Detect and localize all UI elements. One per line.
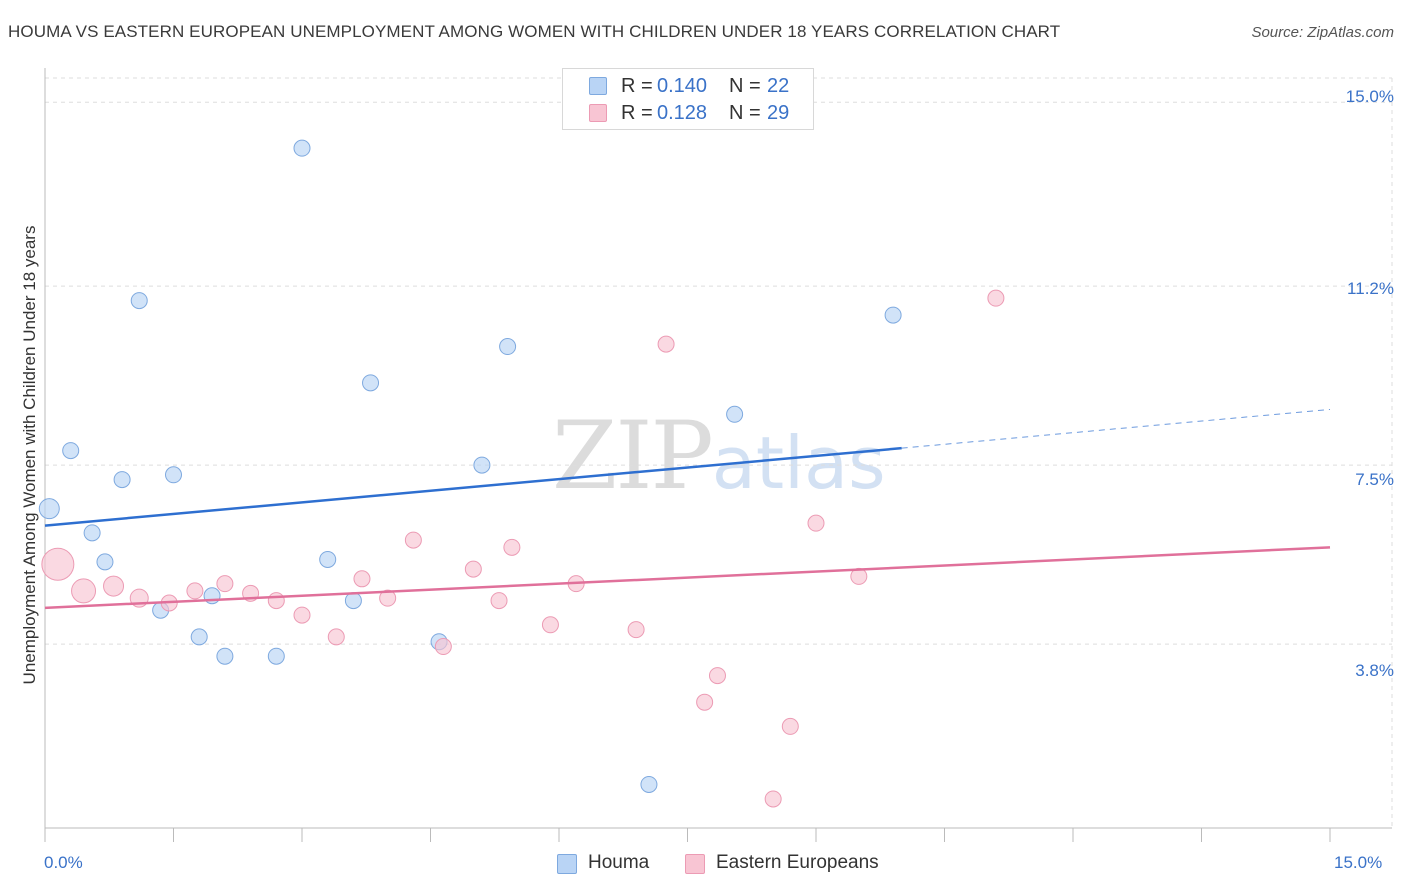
houma-trend-line-extension [901,408,1331,449]
houma-point [62,442,80,460]
eastern-europeans-point [327,628,345,646]
eastern-europeans-point [186,582,204,600]
legend-bottom: Houma Eastern Europeans [0,852,1406,876]
eastern-europeans-point [490,592,508,610]
houma-point [362,374,380,392]
eastern-europeans-point [627,621,645,639]
legend-label-houma: Houma [588,852,650,873]
eastern-europeans-point [434,638,452,656]
y-tick-label: 15.0% [1345,87,1394,106]
houma-point [216,647,234,665]
legend-n-label: N = [729,75,761,97]
houma-point [190,628,208,646]
legend-n-value: 29 [767,102,790,124]
y-tick-label: 7.5% [1355,470,1394,489]
eastern-europeans-point [987,289,1005,307]
eastern-europeans-point [41,547,75,581]
legend-swatch-houma [589,77,607,95]
legend-n-value: 22 [767,75,790,97]
eastern-europeans-point [353,570,371,588]
houma-point [499,338,517,356]
eastern-europeans-point [293,606,311,624]
houma-point [83,524,101,542]
houma-point [344,592,362,610]
x-tick-label: 15.0% [1334,853,1383,872]
eastern-europeans-point [781,717,799,735]
eastern-europeans-point [71,578,97,604]
eastern-europeans-point [708,667,726,685]
legend-r-label: R = [621,102,653,124]
eastern-europeans-point [379,589,397,607]
legend-r-label: R = [621,75,653,97]
houma-point [38,498,60,520]
eastern-europeans-point [267,592,285,610]
watermark-zip: ZIP [552,402,714,511]
source-label: Source: ZipAtlas.com [1251,24,1394,41]
houma-point [726,405,744,423]
legend-r-value: 0.140 [657,75,708,97]
y-tick-label: 11.2% [1347,279,1394,298]
y-axis-label: Unemployment Among Women with Children U… [20,225,39,685]
chart-title: HOUMA VS EASTERN EUROPEAN UNEMPLOYMENT A… [8,22,1061,41]
y-tick-label: 3.8% [1355,661,1394,680]
eastern-europeans-point [404,531,422,549]
houma-point [640,775,658,793]
houma-point [319,550,337,568]
eastern-europeans-point [541,616,559,634]
eastern-europeans-point [103,575,125,597]
eastern-europeans-point [807,514,825,532]
legend-swatch-eastern-europeans [589,104,607,122]
eastern-europeans-point [216,575,234,593]
legend-swatch-houma [557,854,577,874]
eastern-europeans-point [464,560,482,578]
houma-point [884,306,902,324]
watermark: ZIPatlas [552,402,886,511]
houma-point [293,139,311,157]
x-tick-label: 0.0% [44,853,83,872]
legend-r-value: 0.128 [657,102,708,124]
houma-point [165,466,182,484]
legend-top: R = 0.140 N = 22 R = 0.128 N = 29 [562,68,814,130]
houma-point [96,553,114,571]
houma-point [130,292,148,310]
houma-point [267,647,285,665]
houma-point [473,456,491,474]
eastern-europeans-point [657,335,675,353]
houma-point [113,471,131,489]
legend-swatch-eastern-europeans [685,854,705,874]
eastern-europeans-trend-line [44,546,1331,610]
eastern-europeans-point [503,538,521,556]
legend-n-label: N = [729,102,761,124]
houma-trend-line [44,446,902,527]
eastern-europeans-point [764,790,782,808]
legend-label-eastern-europeans: Eastern Europeans [716,852,879,873]
eastern-europeans-point [696,693,714,711]
